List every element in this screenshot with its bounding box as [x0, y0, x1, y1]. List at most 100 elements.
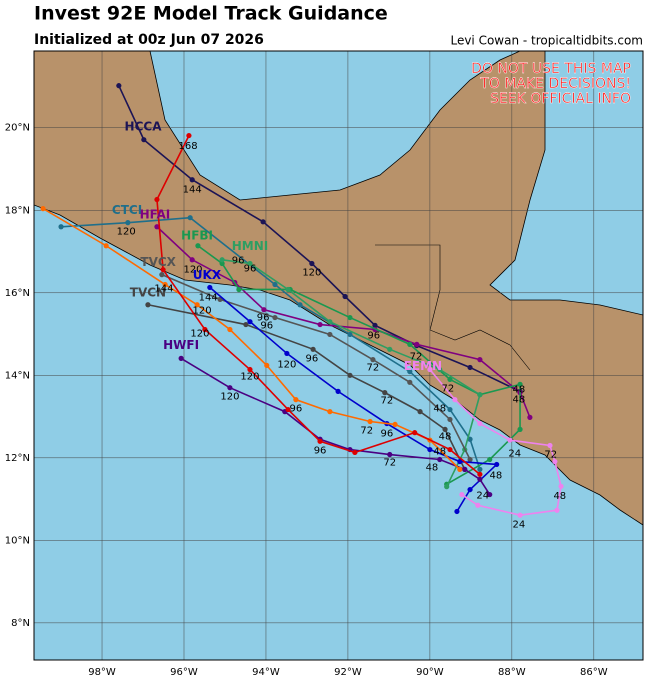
track-point	[227, 385, 233, 391]
track-point	[261, 307, 267, 313]
y-tick-label: 8°N	[11, 618, 30, 629]
track-point	[437, 456, 443, 463]
model-label: HFAI	[140, 207, 171, 221]
hour-label: 168	[179, 141, 198, 152]
track-point	[219, 257, 225, 263]
track-point	[447, 406, 453, 413]
track-point	[475, 502, 481, 508]
track-point	[103, 243, 109, 249]
x-tick-label: 98°W	[88, 667, 116, 678]
model-label: HCCA	[125, 119, 163, 133]
track-point	[195, 243, 201, 249]
track-point	[352, 449, 358, 456]
track-point	[467, 364, 473, 371]
track-point	[285, 286, 291, 293]
track-point	[162, 281, 168, 288]
border	[375, 244, 531, 371]
hour-label: 48	[512, 395, 525, 406]
hour-label: 72	[410, 352, 423, 363]
y-tick-label: 20°N	[5, 123, 30, 134]
hour-label: 120	[277, 360, 296, 371]
track-point	[247, 319, 253, 325]
track-point	[347, 314, 353, 321]
y-tick-label: 12°N	[5, 453, 30, 464]
track-point	[347, 331, 353, 338]
hour-label: 72	[380, 395, 393, 406]
track-point	[159, 272, 165, 278]
track-point	[477, 466, 483, 472]
track-point	[558, 483, 564, 489]
track-point	[547, 442, 553, 449]
track-line	[161, 273, 471, 460]
hour-label: 96	[290, 403, 303, 414]
track-point	[427, 366, 433, 373]
hour-label: 96	[244, 263, 257, 274]
model-label: TVCN	[130, 285, 166, 299]
track-point	[154, 196, 160, 203]
track-point	[494, 461, 500, 468]
track-point	[527, 414, 533, 420]
model-label: UKX	[193, 268, 222, 282]
track-point	[272, 314, 278, 321]
hour-label: 120	[192, 306, 211, 317]
track-point	[186, 132, 192, 139]
hour-label: 72	[360, 426, 373, 437]
hour-label: 120	[190, 329, 209, 340]
track-point	[427, 446, 433, 453]
hour-label: 24	[512, 519, 525, 530]
frame	[33, 50, 644, 661]
track-point	[477, 392, 483, 398]
track-point	[517, 426, 523, 432]
x-tick-label: 90°W	[416, 667, 444, 678]
hour-label: 72	[383, 457, 396, 468]
x-tick-label: 92°W	[334, 667, 362, 678]
hour-label: 48	[512, 384, 525, 395]
track-point	[382, 390, 388, 396]
hour-label: 120	[220, 391, 239, 402]
hour-label: 96	[367, 331, 380, 342]
model-label: EEMN	[404, 359, 442, 373]
track-point	[517, 381, 523, 387]
track-point	[293, 397, 299, 403]
track-line	[118, 85, 521, 393]
track-point	[517, 512, 523, 518]
model-label: HWFI	[163, 338, 199, 352]
track-point	[459, 491, 465, 498]
track-point	[160, 267, 166, 273]
hour-label: 72	[442, 384, 455, 395]
hour-label: 24	[508, 448, 521, 459]
track-point	[335, 388, 341, 394]
hour-label: 24	[476, 490, 489, 501]
track-point	[412, 430, 418, 436]
track-point	[372, 322, 378, 328]
track-line	[42, 207, 461, 470]
hour-label: 144	[183, 185, 202, 196]
track-point	[284, 350, 290, 357]
track-point	[462, 466, 468, 472]
track-point	[243, 321, 249, 328]
y-tick-label: 14°N	[5, 370, 30, 381]
hour-label: 48	[553, 491, 566, 502]
track-point	[477, 471, 483, 477]
hour-label: 96	[232, 256, 245, 267]
title: Invest 92E Model Track Guidance	[34, 3, 388, 25]
track-point	[347, 372, 353, 378]
hour-label: 96	[314, 445, 327, 456]
track-point	[507, 437, 513, 443]
warning-text: SEEK OFFICIAL INFO	[490, 91, 631, 107]
y-tick-label: 16°N	[5, 288, 30, 299]
credit: Levi Cowan - tropicaltidbits.com	[450, 34, 643, 48]
track-point	[247, 260, 253, 267]
model-label: TVCX	[140, 255, 176, 269]
track-point	[327, 409, 333, 415]
hour-label: 144	[154, 284, 173, 295]
track-point	[317, 438, 323, 444]
track-point	[487, 491, 493, 498]
subtitle: Initialized at 00z Jun 07 2026	[34, 32, 264, 48]
track-point	[487, 456, 493, 463]
hour-label: 48	[490, 471, 503, 482]
track-point	[187, 215, 193, 221]
track-point	[447, 416, 453, 423]
land	[34, 51, 643, 526]
